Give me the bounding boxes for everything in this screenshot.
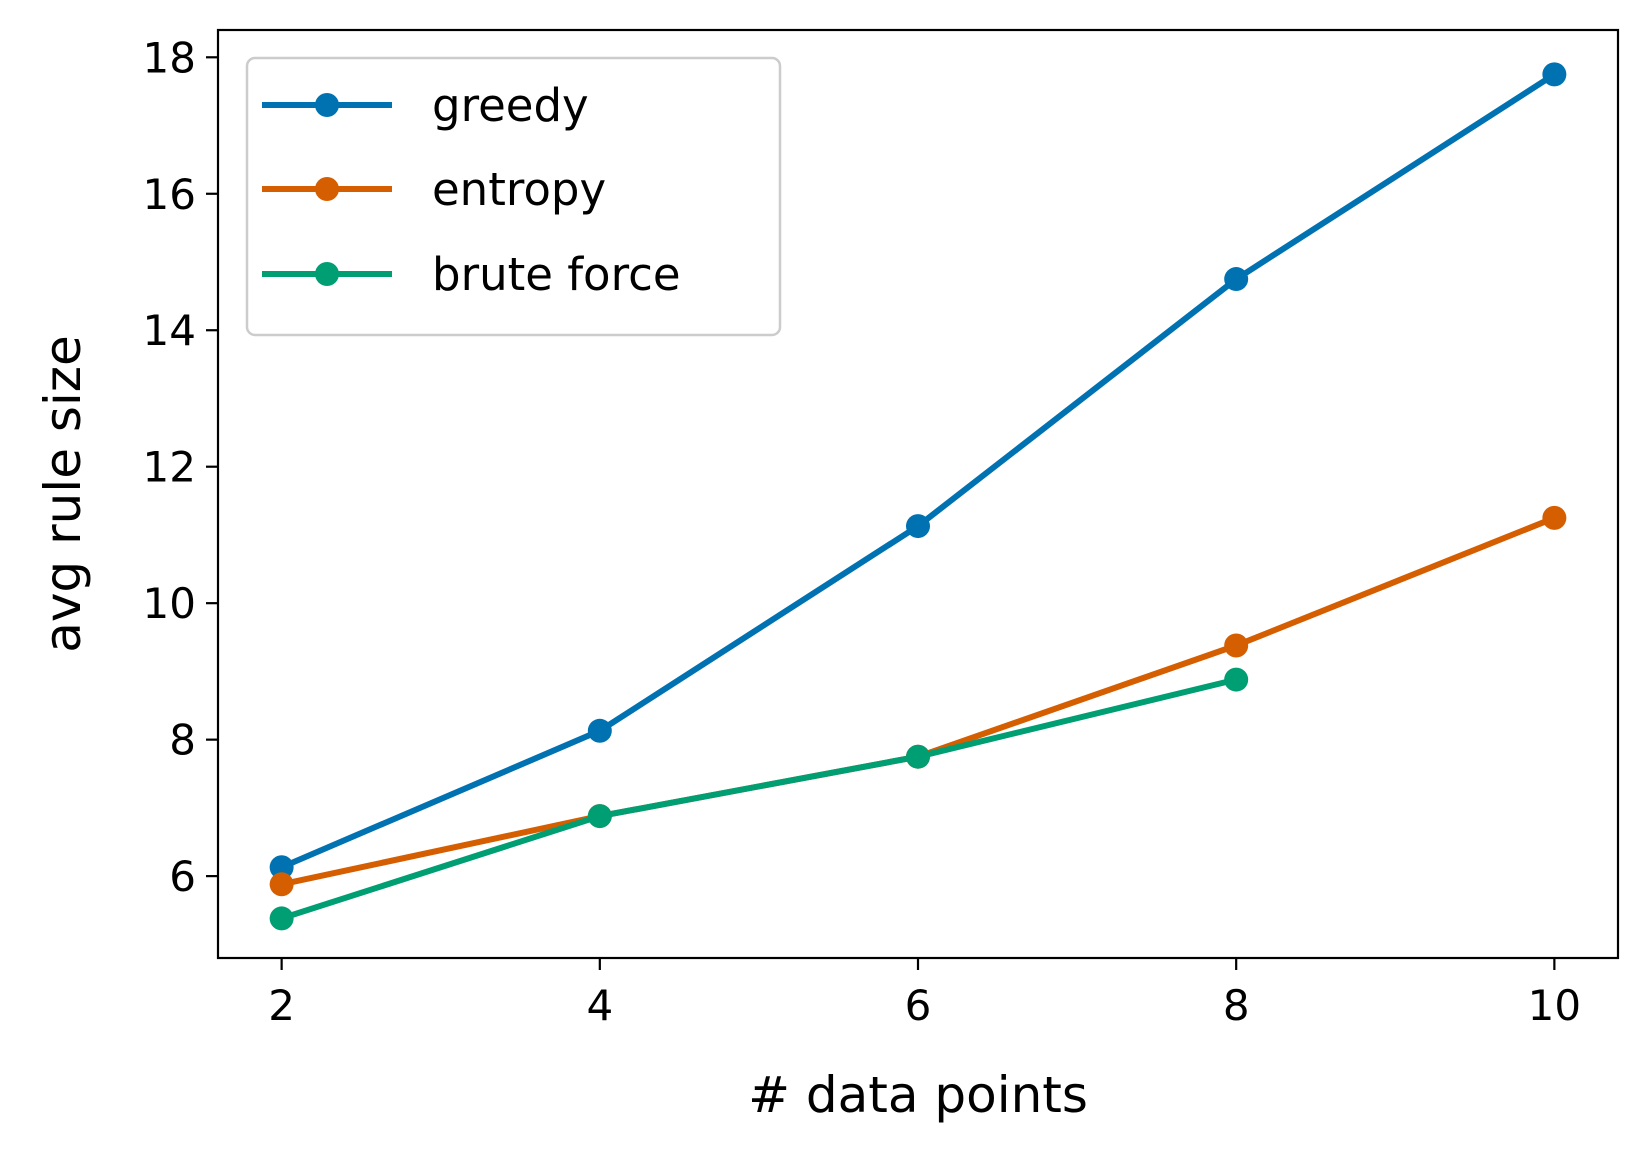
y-tick-label-8: 8 [169, 716, 196, 765]
legend-marker-greedy [315, 93, 339, 117]
legend-label-brute-force: brute force [432, 248, 681, 301]
point-entropy-x8 [1224, 633, 1249, 658]
legend-label-entropy: entropy [432, 163, 606, 216]
legend-entry-brute-force: brute force [262, 248, 681, 301]
series-line-entropy [278, 513, 1559, 888]
x-tick-label-4: 4 [586, 981, 613, 1030]
legend-marker-brute-force [315, 262, 339, 286]
series-brute-force [269, 667, 1249, 931]
y-tick-label-14: 14 [143, 306, 196, 355]
point-greedy-x4 [587, 718, 612, 743]
point-greedy-x6 [906, 514, 930, 539]
legend-marker-entropy [315, 177, 339, 201]
x-tick-label-10: 10 [1528, 981, 1581, 1030]
y-axis-label: avg rule size [34, 335, 92, 653]
y-tick-label-16: 16 [143, 170, 196, 219]
x-tick-label-8: 8 [1223, 981, 1250, 1030]
legend-box [245, 56, 782, 337]
x-tick-label-6: 6 [905, 981, 932, 1030]
y-tick-label-12: 12 [143, 443, 196, 492]
point-greedy-x10 [1542, 62, 1567, 87]
y-tick-label-18: 18 [143, 33, 196, 82]
point-brute-force-x8 [1224, 667, 1249, 692]
legend-entry-greedy: greedy [262, 79, 589, 132]
x-axis-label: # data points [748, 1066, 1088, 1124]
point-entropy-x10 [1542, 505, 1567, 530]
legend: greedy entropy brute force [245, 56, 782, 337]
x-tick-label-2: 2 [268, 981, 295, 1030]
legend-entry-entropy: entropy [262, 163, 606, 216]
series-line-brute-force [277, 675, 1240, 923]
y-tick-label-10: 10 [143, 579, 196, 628]
legend-label-greedy: greedy [432, 79, 589, 132]
point-brute-force-x2 [269, 906, 294, 931]
legend-entries: greedy entropy brute force [262, 79, 681, 301]
point-greedy-x2 [269, 855, 294, 880]
point-brute-force-x4 [587, 804, 612, 829]
series-entropy [269, 505, 1567, 897]
point-entropy-x2 [269, 872, 294, 897]
x-axis: 2 4 6 8 10 [268, 958, 1581, 1030]
y-axis: 6 8 10 12 14 16 18 [143, 33, 218, 901]
series-greedy [269, 62, 1567, 880]
point-greedy-x8 [1224, 267, 1249, 292]
point-brute-force-x6 [906, 744, 930, 769]
series-layer [269, 62, 1567, 931]
y-tick-label-6: 6 [169, 852, 196, 901]
